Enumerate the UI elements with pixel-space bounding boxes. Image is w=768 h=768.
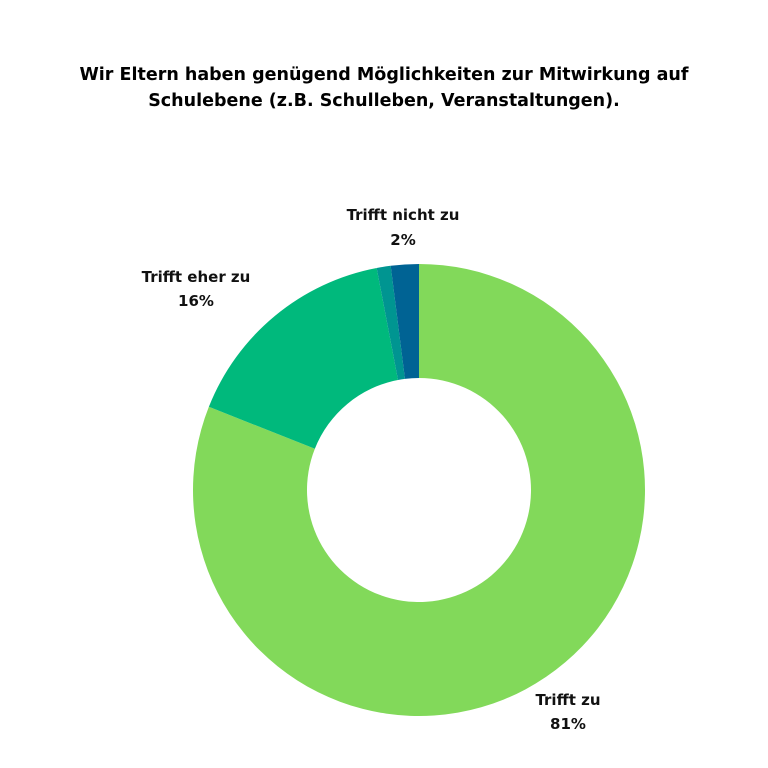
- slice-trifft-nicht-zu: [390, 264, 419, 379]
- slice-label-trifft-zu: Trifft zu: [535, 691, 600, 709]
- donut-slices: [193, 264, 646, 716]
- slice-value-trifft-eher-zu: 16%: [178, 292, 214, 310]
- slice-label-trifft-nicht-zu: Trifft nicht zu: [347, 206, 460, 224]
- slice-trifft-zu: [193, 264, 646, 716]
- slice-value-trifft-zu: 81%: [550, 715, 586, 733]
- slice-value-trifft-nicht-zu: 2%: [390, 231, 415, 249]
- slice-segment-2: [376, 265, 405, 380]
- chart-title-line-2: Schulebene (z.B. Schulleben, Veranstaltu…: [148, 91, 620, 111]
- chart-title-line-1: Wir Eltern haben genügend Möglichkeiten …: [79, 65, 689, 85]
- slice-label-trifft-eher-zu: Trifft eher zu: [142, 268, 251, 286]
- chart-title: Wir Eltern haben genügend Möglichkeiten …: [40, 62, 728, 114]
- slice-trifft-eher-zu: [208, 268, 399, 449]
